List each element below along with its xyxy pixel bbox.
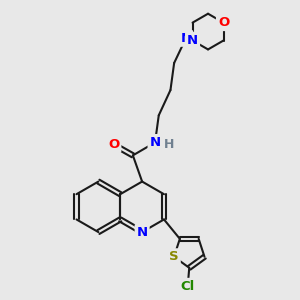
Text: N: N: [136, 226, 148, 238]
Text: O: O: [218, 16, 229, 29]
Text: Cl: Cl: [181, 280, 195, 293]
Text: O: O: [108, 138, 119, 151]
Text: H: H: [164, 138, 175, 152]
Text: S: S: [169, 250, 179, 263]
Text: N: N: [180, 32, 191, 45]
Text: N: N: [149, 136, 161, 149]
Text: N: N: [187, 34, 198, 47]
